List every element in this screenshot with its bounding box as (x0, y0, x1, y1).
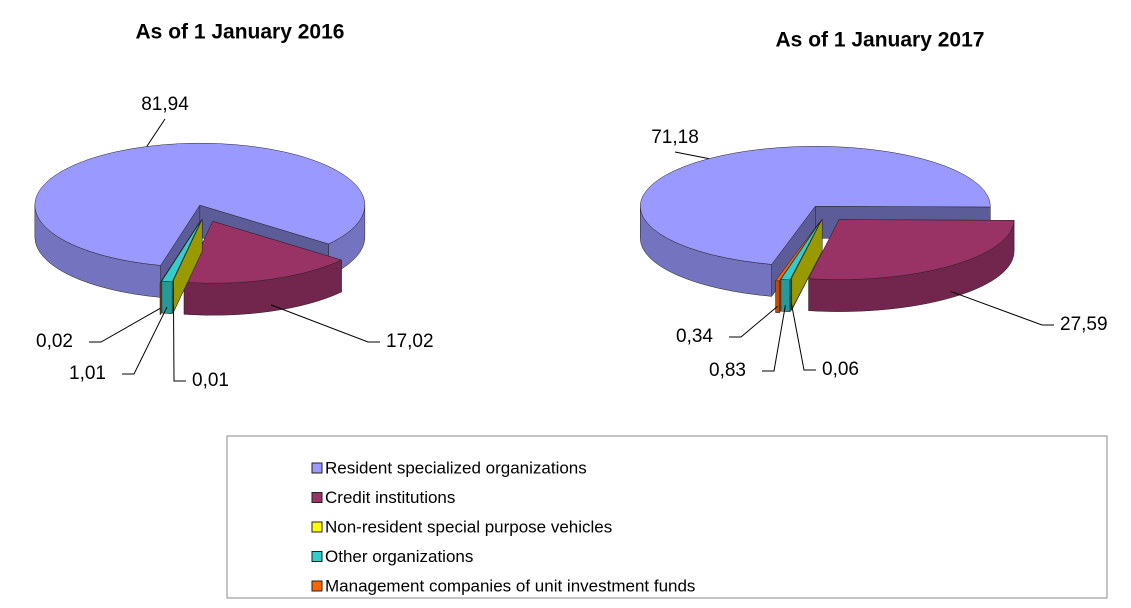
pie-slice (183, 220, 343, 284)
leader-line (674, 151, 709, 160)
leader-line (122, 306, 168, 375)
legend-label: Other organizations (325, 547, 473, 566)
data-label: 0,34 (676, 326, 713, 347)
chart-title: As of 1 January 2017 (776, 29, 985, 52)
legend-box (226, 435, 1108, 599)
legend-label: Resident specialized organizations (325, 458, 587, 477)
legend-label: Credit institutions (325, 488, 455, 507)
data-label: 81,94 (141, 94, 189, 115)
leader-line (790, 303, 816, 371)
legend-swatch (311, 492, 323, 503)
leader-line (89, 307, 161, 343)
pie-slice (790, 218, 823, 279)
leader-line (729, 305, 778, 338)
pie-slice (808, 219, 1015, 280)
data-label: 0,01 (192, 370, 229, 391)
pie-slice (640, 146, 991, 265)
data-label: 0,06 (822, 359, 859, 380)
leader-line (270, 304, 380, 343)
data-label: 1,01 (69, 363, 106, 384)
legend-swatch (311, 580, 323, 592)
slice-wall (161, 280, 173, 315)
pie-slice (173, 218, 203, 281)
leader-line (173, 305, 186, 382)
data-label: 17,02 (386, 331, 434, 352)
legend-swatch (311, 521, 323, 533)
data-label: 71,18 (651, 127, 699, 148)
data-label: 27,59 (1060, 314, 1108, 335)
pie-slice (161, 220, 202, 283)
legend-label: Non-resident special purpose vehicles (325, 517, 612, 536)
pie-slice (780, 220, 822, 281)
pie-slice (159, 222, 200, 283)
legend-swatch (311, 551, 323, 562)
pie-slice (775, 222, 820, 282)
legend-label: Management companies of unit investment … (325, 576, 695, 595)
data-label: 0,02 (36, 331, 73, 352)
legend-swatch (311, 462, 323, 474)
data-label: 0,83 (709, 360, 746, 381)
leader-line (146, 118, 166, 147)
leader-line (950, 290, 1054, 326)
leader-line (762, 305, 786, 372)
chart-title: As of 1 January 2016 (136, 21, 345, 44)
